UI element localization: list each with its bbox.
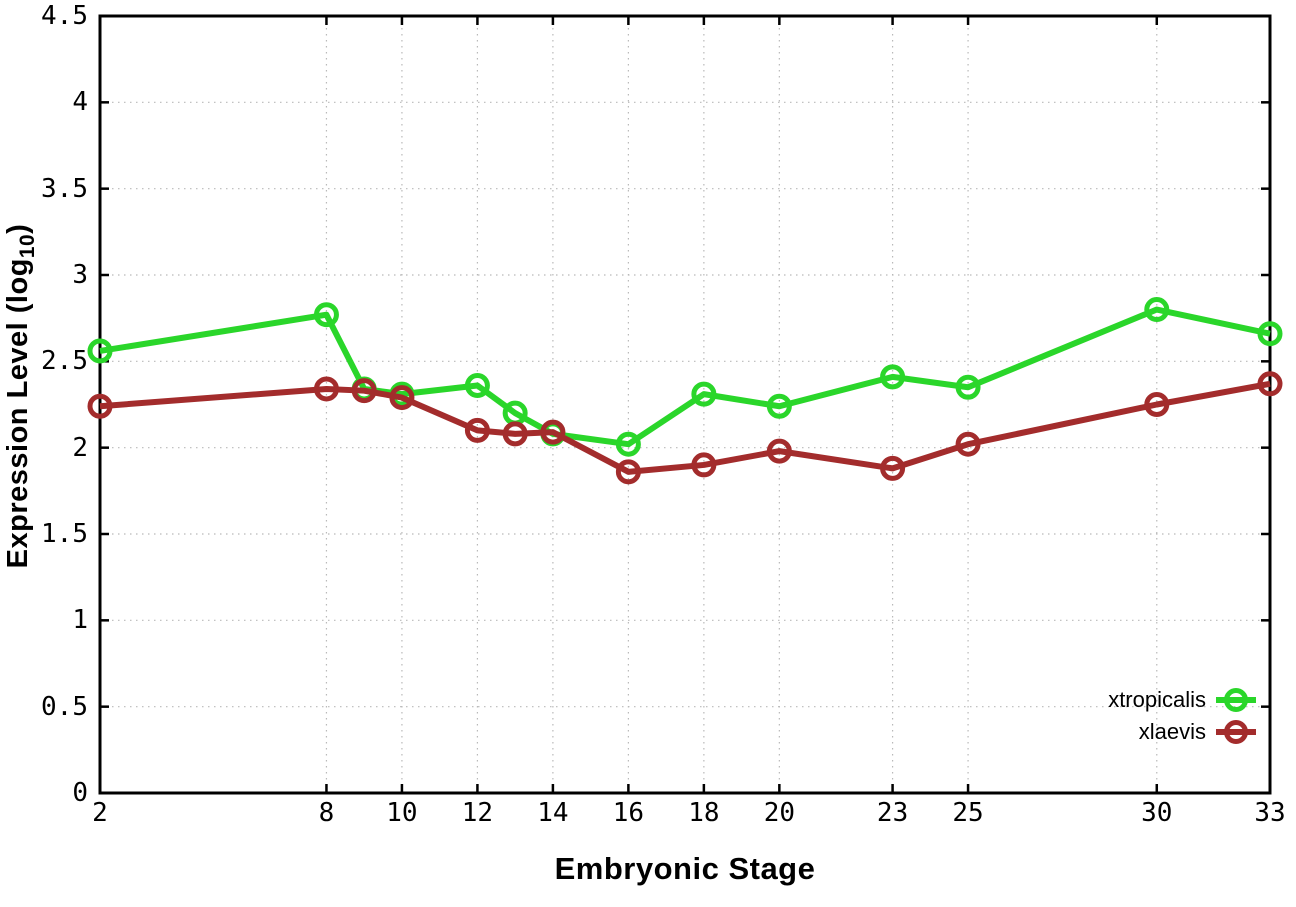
data-point-xlaevis bbox=[691, 452, 717, 478]
x-tick-label: 16 bbox=[612, 798, 645, 828]
series-line-xlaevis bbox=[99, 380, 1271, 475]
data-point-xtropicalis bbox=[1257, 321, 1283, 347]
data-point-xlaevis bbox=[1257, 371, 1283, 397]
data-point-xtropicalis bbox=[691, 381, 717, 407]
legend-marker-icon bbox=[1216, 720, 1256, 744]
data-point-xlaevis bbox=[615, 459, 641, 485]
y-axis-title-text: ) bbox=[2, 223, 35, 234]
data-point-xtropicalis bbox=[766, 393, 792, 419]
x-tick-label: 2 bbox=[92, 798, 108, 828]
legend-label: xlaevis bbox=[1138, 719, 1206, 744]
x-tick-label: 10 bbox=[386, 798, 418, 828]
legend-marker-icon bbox=[1216, 688, 1256, 712]
legend: xtropicalis xlaevis bbox=[1108, 684, 1258, 748]
data-point-xlaevis bbox=[540, 419, 566, 445]
x-tick-label: 20 bbox=[763, 798, 795, 828]
y-axis-title-text: Expression Level (log bbox=[2, 258, 35, 569]
legend-item-xlaevis: xlaevis bbox=[1139, 716, 1258, 748]
series-line-xtropicalis bbox=[99, 306, 1271, 448]
data-point-xlaevis bbox=[313, 376, 339, 402]
data-point-xlaevis bbox=[351, 378, 377, 404]
y-tick-label: 4.5 bbox=[41, 1, 88, 31]
x-tick-label: 18 bbox=[688, 798, 720, 828]
y-axis-title: Expression Level (log10) bbox=[2, 224, 40, 569]
data-point-xlaevis bbox=[1144, 392, 1170, 417]
y-tick-label: 3 bbox=[72, 260, 88, 290]
y-tick-label: 4 bbox=[72, 87, 88, 118]
data-point-xtropicalis bbox=[464, 373, 490, 399]
x-tick-label: 25 bbox=[952, 798, 984, 828]
x-tick-label: 8 bbox=[318, 798, 335, 828]
x-tick-label: 12 bbox=[461, 798, 494, 828]
y-tick-label: 2.5 bbox=[41, 346, 88, 377]
x-tick-label: 14 bbox=[537, 798, 569, 828]
legend-label: xtropicalis bbox=[1108, 687, 1206, 712]
data-point-xlaevis bbox=[502, 421, 528, 447]
x-tick-label: 33 bbox=[1254, 798, 1286, 828]
data-point-xtropicalis bbox=[1144, 297, 1170, 323]
data-point-xtropicalis bbox=[87, 338, 113, 364]
y-tick-label: 1.5 bbox=[41, 519, 88, 549]
x-tick-label: 23 bbox=[876, 798, 909, 828]
data-point-xlaevis bbox=[87, 393, 113, 419]
data-point-xlaevis bbox=[880, 455, 906, 481]
data-point-xlaevis bbox=[766, 438, 792, 464]
data-point-xtropicalis bbox=[955, 374, 981, 400]
x-tick-label: 30 bbox=[1141, 798, 1173, 828]
y-tick-label: 2 bbox=[72, 432, 88, 463]
y-axis-title-subscript: 10 bbox=[15, 233, 39, 259]
data-point-xlaevis bbox=[464, 417, 490, 443]
x-axis-title: Embryonic Stage bbox=[554, 851, 816, 886]
y-tick-label: 0.5 bbox=[41, 691, 88, 722]
y-tick-label: 0 bbox=[72, 778, 88, 808]
data-point-xtropicalis bbox=[615, 431, 641, 457]
data-point-xlaevis bbox=[955, 431, 981, 457]
data-point-xtropicalis bbox=[880, 364, 906, 390]
y-tick-label: 1 bbox=[72, 605, 88, 636]
y-tick-label: 3.5 bbox=[41, 173, 88, 204]
legend-item-xtropicalis: xtropicalis bbox=[1108, 684, 1258, 716]
data-point-xtropicalis bbox=[313, 302, 339, 328]
data-point-xlaevis bbox=[389, 385, 415, 411]
